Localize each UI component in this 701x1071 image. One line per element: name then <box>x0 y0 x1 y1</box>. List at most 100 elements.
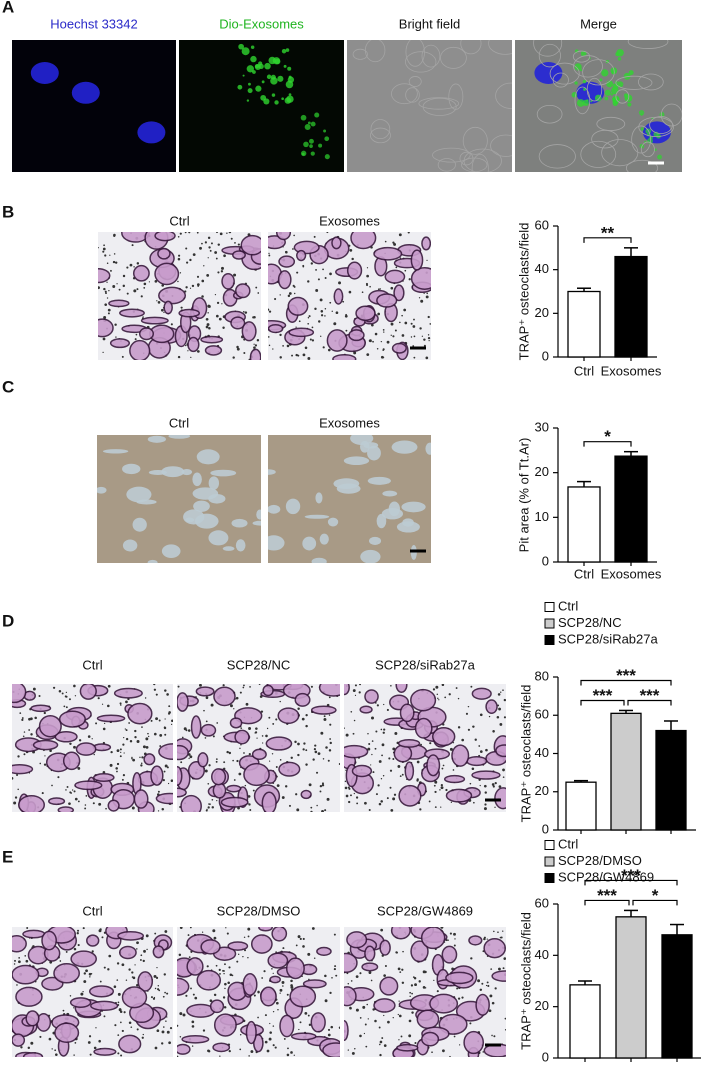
dot <box>371 740 374 742</box>
osteoclast <box>350 232 377 250</box>
cell-outline <box>421 44 441 68</box>
exosome <box>250 45 255 49</box>
dot <box>167 712 171 715</box>
dot <box>308 1023 312 1027</box>
significance-bracket <box>583 441 632 447</box>
osteoclast <box>211 768 227 786</box>
dot <box>470 957 473 960</box>
dot <box>224 982 227 986</box>
dot <box>18 957 21 959</box>
dot <box>254 344 258 347</box>
dot <box>119 755 122 758</box>
pit <box>304 514 330 519</box>
exosome <box>287 66 292 71</box>
bar <box>614 255 648 358</box>
dot <box>348 800 351 804</box>
pit <box>367 445 381 461</box>
dot <box>320 335 322 337</box>
dot <box>308 315 311 318</box>
dot <box>239 1048 242 1051</box>
micrograph-content <box>12 684 173 812</box>
dot <box>139 959 142 961</box>
dot <box>85 795 88 797</box>
dot <box>352 689 356 692</box>
dot <box>401 773 404 776</box>
legend-swatch <box>544 602 555 612</box>
cell-outline <box>440 46 467 69</box>
osteoclast <box>344 986 357 1007</box>
dot <box>369 285 371 288</box>
dot <box>389 786 392 789</box>
exosome <box>659 112 665 118</box>
osteoclast <box>310 705 337 715</box>
osteoclast <box>485 699 498 715</box>
dot <box>238 953 240 956</box>
osteoclast <box>129 339 151 360</box>
dot <box>24 954 27 957</box>
dot <box>223 761 226 764</box>
dot <box>236 347 240 351</box>
osteoclast <box>200 335 224 344</box>
dot <box>253 316 256 319</box>
dot <box>386 340 390 344</box>
dot <box>397 765 401 768</box>
osteoclast <box>234 729 250 745</box>
dot <box>392 757 395 760</box>
dot <box>158 719 161 722</box>
dot <box>83 980 87 984</box>
dot <box>389 769 393 772</box>
dot <box>168 1041 171 1045</box>
exosome <box>590 100 593 103</box>
dot <box>320 731 324 735</box>
image-caption: Hoechst 33342 <box>50 16 137 31</box>
dot <box>286 1053 290 1057</box>
dot <box>99 980 102 983</box>
dot <box>165 1020 167 1022</box>
dot <box>145 746 149 749</box>
dot <box>408 1034 412 1038</box>
exosome <box>610 93 614 96</box>
osteoclast <box>333 288 344 305</box>
cell-outline <box>370 119 391 140</box>
pit <box>122 539 138 552</box>
dot <box>215 760 218 763</box>
dot <box>323 715 326 718</box>
dot <box>432 688 436 691</box>
dot <box>103 1015 106 1018</box>
panel-label: B <box>2 202 14 221</box>
nucleus <box>534 62 563 84</box>
dot <box>286 344 290 348</box>
osteoclast <box>241 321 257 342</box>
micrograph-content <box>177 927 340 1057</box>
dot <box>302 353 306 357</box>
osteoclast <box>88 985 115 998</box>
dot <box>371 323 374 327</box>
dot <box>157 985 160 987</box>
osteoclast <box>355 305 376 322</box>
dot <box>85 969 88 973</box>
dot <box>145 934 149 938</box>
dot <box>143 286 146 289</box>
dot <box>256 737 258 739</box>
dot <box>171 719 173 723</box>
osteoclast <box>466 755 488 767</box>
dot <box>305 714 308 717</box>
exosome <box>237 84 243 90</box>
dot <box>103 287 106 291</box>
dot <box>393 793 397 796</box>
dot <box>427 315 430 319</box>
dot <box>253 343 255 345</box>
dot <box>107 312 110 315</box>
cell-outline <box>495 82 512 109</box>
osteoclast <box>344 684 350 696</box>
dot <box>272 348 274 350</box>
osteoclast <box>243 762 270 787</box>
dot <box>203 265 205 267</box>
micrograph <box>98 232 261 360</box>
dot <box>237 243 240 246</box>
dot <box>439 789 441 791</box>
dot <box>209 803 211 806</box>
dot <box>179 1012 183 1016</box>
osteoclast <box>226 784 242 793</box>
dot <box>375 793 378 796</box>
